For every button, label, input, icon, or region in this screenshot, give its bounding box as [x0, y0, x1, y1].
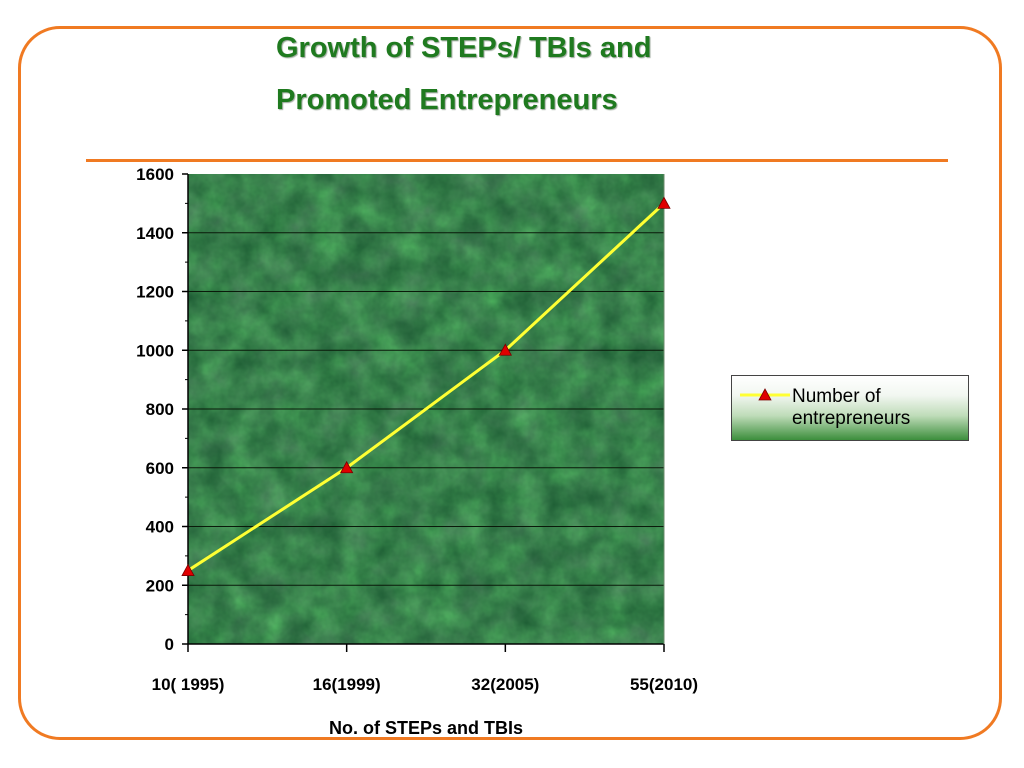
gridlines	[188, 232, 664, 586]
slide-title-line-1: Growth of STEPs/ TBIs and	[276, 32, 652, 64]
x-tick-label: 16(1999)	[313, 675, 381, 694]
slide-title-line-2: Promoted Entrepreneurs	[276, 84, 618, 116]
legend-label: Number of entrepreneurs	[792, 386, 967, 430]
x-tick-label: 32(2005)	[471, 675, 539, 694]
y-tick-label: 1000	[136, 341, 174, 360]
legend-swatch	[740, 388, 790, 401]
x-tick-label: 55(2010)	[630, 675, 698, 694]
legend-label-line-2: entrepreneurs	[792, 408, 911, 429]
legend-label-line-1: Number of	[792, 386, 881, 407]
title-divider	[86, 159, 948, 162]
x-tick-label: 10( 1995)	[152, 675, 225, 694]
y-tick-label: 800	[146, 400, 174, 419]
data-point-marker	[181, 563, 195, 576]
y-tick-label: 1600	[136, 165, 174, 184]
series-line	[187, 202, 666, 572]
y-tick-label: 1400	[136, 224, 174, 243]
series-number-of-entrepreneurs	[181, 196, 671, 576]
y-tick-labels: 0 200 400 600 800 1000 1200 1400 1600	[136, 165, 174, 654]
x-tick-labels: 10( 1995) 16(1999) 32(2005) 55(2010)	[152, 675, 698, 694]
y-tick-label: 600	[146, 459, 174, 478]
y-tick-label: 400	[146, 518, 174, 537]
chart-legend: Number of entrepreneurs	[731, 375, 969, 441]
y-tick-label: 0	[165, 635, 174, 654]
slide-frame	[18, 26, 1002, 740]
x-axis-title: No. of STEPs and TBIs	[329, 718, 523, 738]
data-point-marker	[498, 343, 513, 356]
y-tick-label: 1200	[136, 283, 174, 302]
y-tick-label: 200	[146, 576, 174, 595]
data-point-marker	[339, 460, 354, 474]
data-point-marker	[657, 196, 671, 209]
